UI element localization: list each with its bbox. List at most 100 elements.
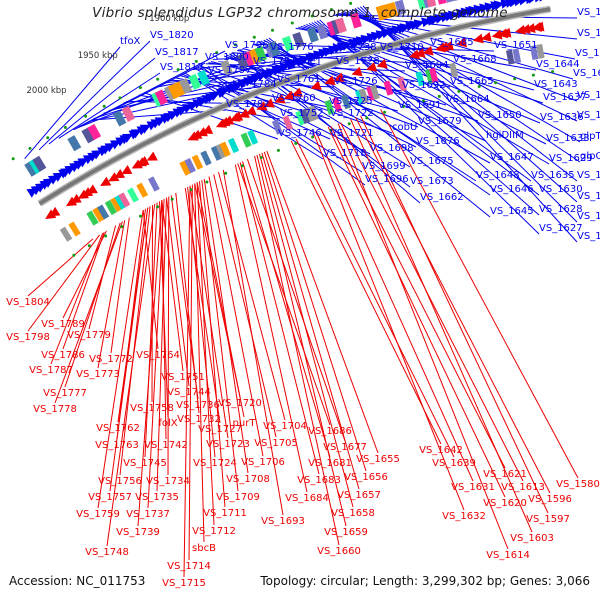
forward-gene-label[interactable]: VS_1630 bbox=[539, 184, 583, 195]
forward-gene-label[interactable]: VS_1726 bbox=[334, 76, 378, 87]
reverse-gene-label[interactable]: VS_1580 bbox=[556, 479, 600, 490]
reverse-gene-label[interactable]: VS_1631 bbox=[451, 482, 495, 493]
forward-gene-label[interactable]: VS_1761 bbox=[277, 74, 321, 85]
reverse-gene-label[interactable]: VS_1778 bbox=[33, 404, 77, 415]
reverse-gene-label[interactable]: VS_1742 bbox=[144, 440, 188, 451]
forward-gene-label[interactable]: VS_1624 bbox=[577, 28, 600, 39]
reverse-gene-label[interactable]: VS_1787 bbox=[29, 365, 73, 376]
forward-gene-label[interactable]: VS_1629 bbox=[549, 153, 593, 164]
reverse-gene-label[interactable]: VS_1723 bbox=[206, 439, 250, 450]
reverse-gene-label[interactable]: VS_1693 bbox=[261, 516, 305, 527]
forward-gene-label[interactable]: VS_1623 bbox=[575, 48, 600, 59]
reverse-gene-label[interactable]: sbcB bbox=[192, 543, 216, 554]
reverse-gene-label[interactable]: VS_1677 bbox=[323, 442, 367, 453]
reverse-gene-label[interactable]: VS_1727 bbox=[198, 424, 242, 435]
forward-gene-label[interactable]: VS_1710 bbox=[380, 42, 424, 53]
reverse-gene-label[interactable]: VS_1686 bbox=[308, 426, 352, 437]
forward-gene-label[interactable]: VS_1728 bbox=[336, 56, 380, 67]
reverse-gene-label[interactable]: VS_1715 bbox=[162, 578, 206, 589]
forward-gene-label[interactable]: VS_1645 bbox=[490, 206, 534, 217]
reverse-gene-label[interactable]: VS_1712 bbox=[192, 526, 236, 537]
forward-gene-label[interactable]: VS_1647 bbox=[490, 152, 534, 163]
forward-gene-label[interactable]: tfoX bbox=[120, 36, 141, 47]
reverse-gene-label[interactable]: VS_1597 bbox=[526, 514, 570, 525]
forward-gene-label[interactable]: VS_1628 bbox=[539, 204, 583, 215]
reverse-gene-label[interactable]: VS_1756 bbox=[98, 476, 142, 487]
forward-gene-label[interactable]: VS_1800 bbox=[205, 52, 249, 63]
forward-gene-label[interactable]: VS_1820 bbox=[150, 30, 194, 41]
forward-gene-label[interactable]: VS_1633 bbox=[546, 133, 590, 144]
reverse-gene-label[interactable]: VS_1744 bbox=[167, 387, 211, 398]
forward-gene-label[interactable]: VS_1622 bbox=[573, 68, 600, 79]
forward-gene-label[interactable]: VS_1643 bbox=[534, 79, 578, 90]
forward-gene-label[interactable]: glpT bbox=[580, 131, 600, 142]
forward-gene-label[interactable]: VS_1637 bbox=[543, 92, 587, 103]
reverse-gene-label[interactable]: VS_1632 bbox=[442, 511, 486, 522]
reverse-gene-label[interactable]: folX bbox=[158, 418, 177, 429]
forward-gene-label[interactable]: VS_1617 bbox=[577, 90, 600, 101]
reverse-gene-label[interactable]: VS_1655 bbox=[356, 454, 400, 465]
forward-gene-label[interactable]: VS_1725 bbox=[329, 96, 373, 107]
reverse-gene-label[interactable]: VS_1684 bbox=[285, 493, 329, 504]
forward-gene-label[interactable]: VS_1696 bbox=[365, 174, 409, 185]
reverse-gene-label[interactable]: VS_1659 bbox=[324, 527, 368, 538]
reverse-gene-label[interactable]: VS_1596 bbox=[528, 494, 572, 505]
forward-gene-label[interactable]: VS_1650 bbox=[478, 110, 522, 121]
forward-gene-label[interactable]: VS_1685 bbox=[430, 37, 474, 48]
reverse-gene-label[interactable]: VS_1658 bbox=[331, 508, 375, 519]
reverse-gene-label[interactable]: VS_1789 bbox=[41, 319, 85, 330]
reverse-gene-label[interactable]: VS_1603 bbox=[510, 533, 554, 544]
forward-gene-label[interactable]: VS_1781 bbox=[253, 56, 297, 67]
reverse-gene-label[interactable]: VS_1657 bbox=[337, 490, 381, 501]
reverse-gene-label[interactable]: VS_1748 bbox=[85, 547, 129, 558]
forward-gene-label[interactable]: VS_1664 bbox=[446, 94, 490, 105]
reverse-gene-label[interactable]: VS_1762 bbox=[96, 423, 140, 434]
reverse-gene-label[interactable]: VS_1656 bbox=[344, 472, 388, 483]
forward-gene-label[interactable]: VS_1644 bbox=[536, 59, 580, 70]
forward-gene-label[interactable]: VS_1738 bbox=[333, 42, 377, 53]
reverse-gene-label[interactable]: VS_1720 bbox=[218, 398, 262, 409]
forward-gene-label[interactable]: cobU bbox=[392, 122, 417, 133]
forward-gene-label[interactable]: VS_1668 bbox=[453, 54, 497, 65]
reverse-gene-label[interactable]: VS_1804 bbox=[6, 297, 50, 308]
reverse-gene-label[interactable]: VS_1734 bbox=[146, 476, 190, 487]
reverse-gene-label[interactable]: VS_1705 bbox=[254, 438, 298, 449]
reverse-gene-label[interactable]: VS_1683 bbox=[297, 475, 341, 486]
reverse-gene-label[interactable]: VS_1763 bbox=[95, 440, 139, 451]
forward-gene-label[interactable]: VS_1665 bbox=[450, 76, 494, 87]
forward-gene-label[interactable]: VS_1796 bbox=[225, 40, 269, 51]
reverse-gene-label[interactable]: VS_1621 bbox=[483, 469, 527, 480]
forward-gene-label[interactable]: VS_1698 bbox=[370, 143, 414, 154]
forward-gene-label[interactable]: VS_1646 bbox=[490, 184, 534, 195]
forward-gene-label[interactable]: hgiDIIM bbox=[486, 130, 524, 141]
reverse-gene-label[interactable]: VS_1614 bbox=[486, 550, 530, 561]
forward-gene-label[interactable]: VS_1691 bbox=[398, 100, 442, 111]
forward-gene-label[interactable]: VS_1675 bbox=[410, 156, 454, 167]
forward-gene-label[interactable]: VS_1722 bbox=[330, 108, 374, 119]
forward-gene-label[interactable]: VS_1679 bbox=[418, 116, 462, 127]
reverse-gene-label[interactable]: VS_1737 bbox=[126, 509, 170, 520]
forward-gene-label[interactable]: VS_1627 bbox=[539, 223, 583, 234]
reverse-gene-label[interactable]: VS_1773 bbox=[76, 369, 120, 380]
reverse-gene-label[interactable]: VS_1758 bbox=[130, 403, 174, 414]
forward-gene-label[interactable]: VS_1694 bbox=[405, 60, 449, 71]
reverse-gene-label[interactable]: VS_1764 bbox=[136, 350, 180, 361]
forward-gene-label[interactable]: VS_1608 bbox=[577, 191, 600, 202]
reverse-gene-label[interactable]: VS_1759 bbox=[76, 509, 120, 520]
forward-gene-label[interactable]: VS_1776 bbox=[270, 42, 314, 53]
forward-gene-label[interactable]: VS_1782 bbox=[226, 99, 270, 110]
forward-gene-label[interactable]: VS_1817 bbox=[155, 47, 199, 58]
forward-gene-label[interactable]: VS_1752 bbox=[280, 108, 324, 119]
forward-gene-label[interactable]: VS_1797 bbox=[208, 65, 252, 76]
reverse-gene-label[interactable]: VS_1706 bbox=[241, 457, 285, 468]
reverse-gene-label[interactable]: VS_1757 bbox=[88, 492, 132, 503]
reverse-gene-label[interactable]: VS_1786 bbox=[41, 350, 85, 361]
reverse-gene-label[interactable]: VS_1620 bbox=[483, 498, 527, 509]
forward-gene-label[interactable]: VS_1636 bbox=[540, 112, 584, 123]
forward-gene-label[interactable]: VS_1721 bbox=[330, 128, 374, 139]
forward-gene-label[interactable]: VS_1635 bbox=[531, 170, 575, 181]
reverse-gene-label[interactable]: purT bbox=[233, 418, 257, 429]
forward-gene-label[interactable]: VS_1673 bbox=[410, 176, 454, 187]
reverse-gene-label[interactable]: VS_1798 bbox=[6, 332, 50, 343]
reverse-gene-label[interactable]: VS_1704 bbox=[263, 421, 307, 432]
